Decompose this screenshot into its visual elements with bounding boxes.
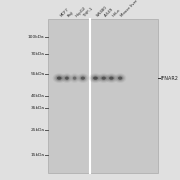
Text: THP-1: THP-1 bbox=[83, 7, 94, 18]
Ellipse shape bbox=[78, 74, 88, 82]
Text: Raji: Raji bbox=[67, 10, 75, 18]
Text: 25kDa: 25kDa bbox=[30, 128, 44, 132]
Text: A-549: A-549 bbox=[104, 7, 114, 18]
Ellipse shape bbox=[115, 74, 125, 82]
Ellipse shape bbox=[93, 77, 98, 80]
Ellipse shape bbox=[63, 74, 71, 82]
Ellipse shape bbox=[99, 74, 108, 82]
Ellipse shape bbox=[109, 76, 114, 80]
Text: Mouse liver: Mouse liver bbox=[120, 0, 139, 18]
Ellipse shape bbox=[79, 75, 86, 81]
Ellipse shape bbox=[57, 77, 62, 80]
Bar bbox=[48, 19, 158, 173]
Ellipse shape bbox=[55, 75, 63, 81]
Ellipse shape bbox=[102, 76, 106, 80]
Ellipse shape bbox=[118, 77, 122, 80]
Ellipse shape bbox=[72, 75, 77, 81]
Text: 70kDa: 70kDa bbox=[31, 51, 44, 55]
Ellipse shape bbox=[114, 73, 126, 83]
Ellipse shape bbox=[62, 73, 72, 83]
Ellipse shape bbox=[64, 75, 70, 81]
Ellipse shape bbox=[100, 75, 107, 81]
Ellipse shape bbox=[65, 77, 69, 80]
Text: 40kDa: 40kDa bbox=[31, 94, 44, 98]
Ellipse shape bbox=[106, 74, 116, 82]
Ellipse shape bbox=[81, 76, 85, 80]
Text: IFNAR2: IFNAR2 bbox=[160, 76, 178, 81]
Text: 15kDa: 15kDa bbox=[30, 153, 44, 157]
Ellipse shape bbox=[53, 73, 66, 83]
Ellipse shape bbox=[81, 77, 85, 80]
Ellipse shape bbox=[108, 75, 115, 81]
Text: HeLa: HeLa bbox=[111, 8, 121, 18]
Ellipse shape bbox=[109, 77, 114, 80]
Ellipse shape bbox=[57, 76, 62, 80]
Text: 55kDa: 55kDa bbox=[30, 71, 44, 76]
Ellipse shape bbox=[89, 73, 102, 83]
Ellipse shape bbox=[54, 74, 64, 82]
Text: 35kDa: 35kDa bbox=[30, 106, 44, 110]
Ellipse shape bbox=[69, 73, 80, 83]
Ellipse shape bbox=[77, 73, 89, 83]
Ellipse shape bbox=[93, 76, 98, 80]
Ellipse shape bbox=[118, 76, 122, 80]
Ellipse shape bbox=[117, 75, 124, 81]
Ellipse shape bbox=[65, 76, 69, 80]
Ellipse shape bbox=[98, 73, 110, 83]
Ellipse shape bbox=[105, 73, 118, 83]
Text: SW480: SW480 bbox=[95, 5, 108, 18]
Ellipse shape bbox=[92, 75, 99, 81]
Text: HepG2: HepG2 bbox=[75, 6, 87, 18]
Text: MCF7: MCF7 bbox=[59, 8, 70, 18]
Ellipse shape bbox=[102, 77, 106, 80]
Ellipse shape bbox=[71, 74, 78, 82]
Text: 100kDa: 100kDa bbox=[28, 35, 44, 39]
Ellipse shape bbox=[73, 77, 76, 80]
Ellipse shape bbox=[73, 76, 76, 80]
Ellipse shape bbox=[90, 74, 101, 82]
